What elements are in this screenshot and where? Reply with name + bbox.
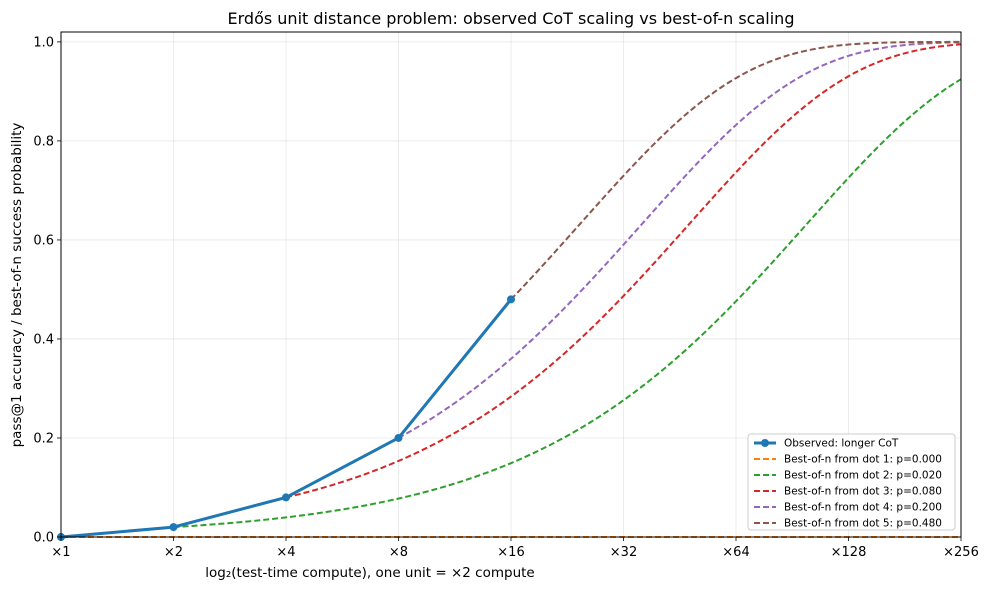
legend-label: Best-of-n from dot 1: p=0.000 xyxy=(784,454,942,466)
y-tick-label: 0.2 xyxy=(33,431,54,446)
axis-ticks: ×1 ×2 ×4 ×8 ×16 ×32 ×64 ×128 ×256 0.0 0.2 0.4 0.6 0.8… xyxy=(33,35,979,560)
legend: Observed: longer CoT Best-of-n from dot 1… xyxy=(747,433,956,531)
y-tick-label: 0.0 xyxy=(33,531,54,546)
x-tick-label: ×32 xyxy=(610,545,637,560)
chart-title: Erdős unit distance problem: observed Co… xyxy=(228,9,795,28)
x-tick-label: ×16 xyxy=(497,545,524,560)
legend-label: Best-of-n from dot 4: p=0.200 xyxy=(784,502,942,514)
y-axis-label: pass@1 accuracy / best-of-n success prob… xyxy=(9,123,25,448)
best-of-n-curve-3 xyxy=(285,43,962,499)
legend-label: Best-of-n from dot 3: p=0.080 xyxy=(784,486,942,498)
y-tick-label: 0.4 xyxy=(33,332,54,347)
legend-box xyxy=(747,433,956,531)
observed-point xyxy=(394,433,403,442)
x-tick-label: ×64 xyxy=(722,545,749,560)
observed-point xyxy=(507,295,515,304)
x-tick-label: ×256 xyxy=(943,545,979,560)
x-tick-label: ×128 xyxy=(831,545,867,560)
best-of-n-curve-4 xyxy=(398,41,962,439)
observed-point xyxy=(169,523,178,532)
x-tick-label: ×4 xyxy=(276,545,295,560)
observed-series xyxy=(57,295,515,541)
observed-point xyxy=(282,493,290,502)
y-tick-label: 0.6 xyxy=(33,233,54,248)
best-of-n-curve-5 xyxy=(510,40,961,301)
y-tick-label: 1.0 xyxy=(33,35,54,50)
x-tick-label: ×2 xyxy=(164,545,183,560)
legend-label: Best-of-n from dot 2: p=0.020 xyxy=(784,470,942,482)
x-tick-label: ×8 xyxy=(389,545,408,560)
legend-marker-observed xyxy=(761,439,769,447)
legend-label: Best-of-n from dot 5: p=0.480 xyxy=(784,518,942,530)
y-tick-label: 0.8 xyxy=(33,134,54,149)
x-tick-label: ×1 xyxy=(51,545,70,560)
best-of-n-curve-2 xyxy=(173,78,962,529)
legend-label: Observed: longer CoT xyxy=(784,438,899,450)
x-axis-label: log₂(test-time compute), one unit = ×2 c… xyxy=(205,565,534,581)
